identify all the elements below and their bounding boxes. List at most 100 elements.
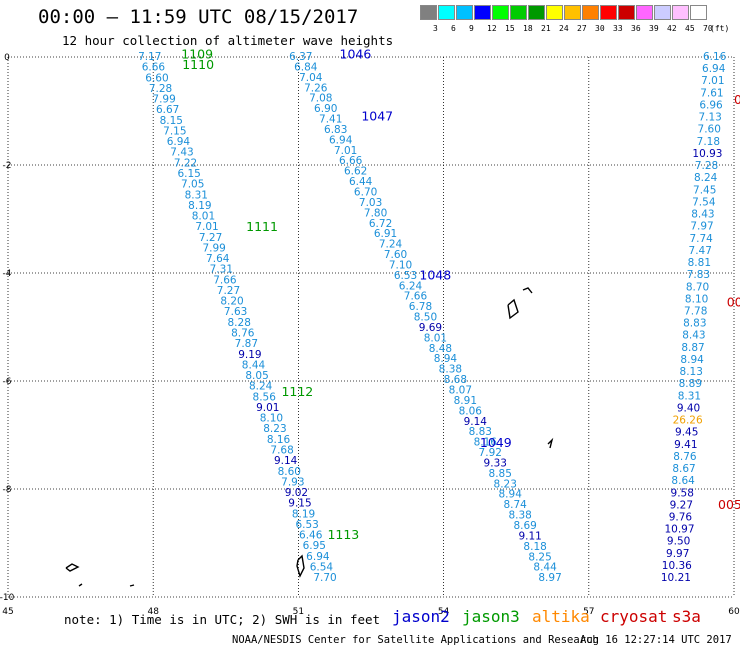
swh-value: 6.60 — [145, 72, 168, 84]
legend-unit: (ft) — [710, 24, 730, 33]
swh-value: 7.87 — [235, 338, 258, 350]
swh-value: 6.16 — [703, 51, 727, 63]
pass-label: 1048 — [419, 268, 451, 283]
swh-value: 6.94 — [306, 551, 330, 563]
swh-value: 7.15 — [163, 125, 186, 137]
swh-value: 7.66 — [213, 274, 237, 286]
swh-value: 9.69 — [419, 322, 442, 334]
swh-value: 8.10 — [260, 413, 283, 425]
pass-label: 0057 — [718, 497, 740, 512]
island-outline — [65, 563, 80, 572]
swh-value: 8.18 — [523, 541, 546, 553]
swh-value: 9.02 — [285, 487, 308, 499]
map-subtitle: 12 hour collection of altimeter wave hei… — [62, 33, 394, 48]
pass-label: 1110 — [182, 57, 214, 72]
swh-value: 10.36 — [662, 560, 692, 572]
lat-tick-label: -4 — [3, 269, 12, 279]
swh-value: 8.44 — [533, 562, 557, 574]
legend-swatch — [636, 5, 653, 20]
swh-value: 9.97 — [666, 548, 689, 560]
swh-value: 8.94 — [680, 354, 704, 366]
swh-value: 6.72 — [369, 218, 392, 230]
legend-swatch — [510, 5, 527, 20]
swh-value: 6.96 — [699, 99, 723, 111]
swh-value: 8.10 — [685, 293, 708, 305]
swh-value: 7.61 — [700, 87, 723, 99]
island-outline — [296, 554, 305, 578]
swh-value: 6.66 — [339, 155, 363, 167]
generated-timestamp: Aug 16 12:27:14 UTC 2017 — [580, 634, 732, 646]
island-outline — [507, 298, 519, 320]
swh-value: 7.99 — [152, 94, 175, 106]
swh-value: 6.67 — [156, 104, 179, 116]
pass-label: 1047 — [361, 108, 393, 123]
swh-value: 8.19 — [188, 200, 211, 212]
swh-value: 8.24 — [694, 172, 718, 184]
swh-value: 7.80 — [364, 207, 387, 219]
legend-level-label: 18 — [523, 24, 533, 33]
swh-value: 7.22 — [174, 157, 197, 169]
swh-value: 7.26 — [304, 82, 328, 94]
swh-value: 7.66 — [404, 291, 428, 303]
swh-value: 8.31 — [185, 189, 208, 201]
legend-cryosat: cryosat — [600, 607, 668, 626]
swh-value: 8.69 — [513, 520, 536, 532]
swh-value: 7.45 — [693, 184, 716, 196]
swh-value: 9.50 — [667, 536, 690, 548]
swh-value: 8.38 — [508, 510, 531, 522]
swh-value: 6.70 — [354, 186, 377, 198]
legend-swatch — [438, 5, 455, 20]
swh-value: 7.92 — [479, 447, 502, 459]
swh-value: 8.81 — [688, 257, 711, 269]
swh-value: 6.78 — [409, 301, 432, 313]
swh-value: 8.24 — [249, 381, 273, 393]
swh-value: 7.60 — [384, 249, 407, 261]
lon-tick-label: 45 — [2, 607, 13, 617]
swh-value: 8.23 — [263, 423, 286, 435]
swh-value: 6.94 — [329, 134, 353, 146]
legend-swatch — [528, 5, 545, 20]
swh-value: 7.93 — [281, 476, 304, 488]
swh-value: 8.44 — [242, 359, 266, 371]
legend-swatch — [654, 5, 671, 20]
swh-value: 8.76 — [673, 451, 697, 463]
swh-value: 6.24 — [399, 280, 423, 292]
pass-label: 1109 — [181, 46, 213, 61]
swh-value: 6.62 — [344, 166, 367, 178]
swh-value: 8.94 — [499, 489, 523, 501]
swh-value: 7.04 — [299, 72, 323, 84]
pass-label: 005 — [727, 295, 740, 310]
swh-value: 9.41 — [674, 439, 697, 451]
swh-value: 7.47 — [689, 245, 712, 257]
swh-value: 7.05 — [181, 179, 204, 191]
swh-value: 8.85 — [489, 468, 512, 480]
legend-level-label: 45 — [685, 24, 695, 33]
legend-level-label: 9 — [469, 24, 474, 33]
lat-tick-label: -6 — [3, 377, 12, 387]
swh-value: 8.25 — [528, 551, 551, 563]
swh-value: 8.13 — [680, 366, 703, 378]
swh-value: 8.74 — [503, 499, 527, 511]
legend-level-label: 21 — [541, 24, 551, 33]
legend-level-label: 3 — [433, 24, 438, 33]
swh-value: 7.64 — [206, 253, 230, 265]
swh-value: 6.95 — [303, 540, 326, 552]
swh-value: 8.67 — [672, 463, 695, 475]
swh-value: 7.63 — [224, 306, 247, 318]
swh-value: 8.43 — [682, 330, 705, 342]
swh-value: 7.31 — [210, 264, 233, 276]
legend-level-label: 70 — [703, 24, 713, 33]
credit-text: NOAA/NESDIS Center for Satellite Applica… — [232, 634, 599, 646]
swh-value: 7.28 — [695, 160, 718, 172]
swh-value: 8.83 — [683, 318, 706, 330]
legend-level-label: 30 — [595, 24, 605, 33]
swh-value: 7.17 — [138, 51, 161, 63]
swh-value: 7.83 — [687, 269, 710, 281]
legend-level-label: 33 — [613, 24, 623, 33]
legend-swatch — [672, 5, 689, 20]
swh-value: 9.14 — [464, 416, 488, 428]
swh-value: 7.01 — [195, 221, 218, 233]
legend-swatch — [564, 5, 581, 20]
